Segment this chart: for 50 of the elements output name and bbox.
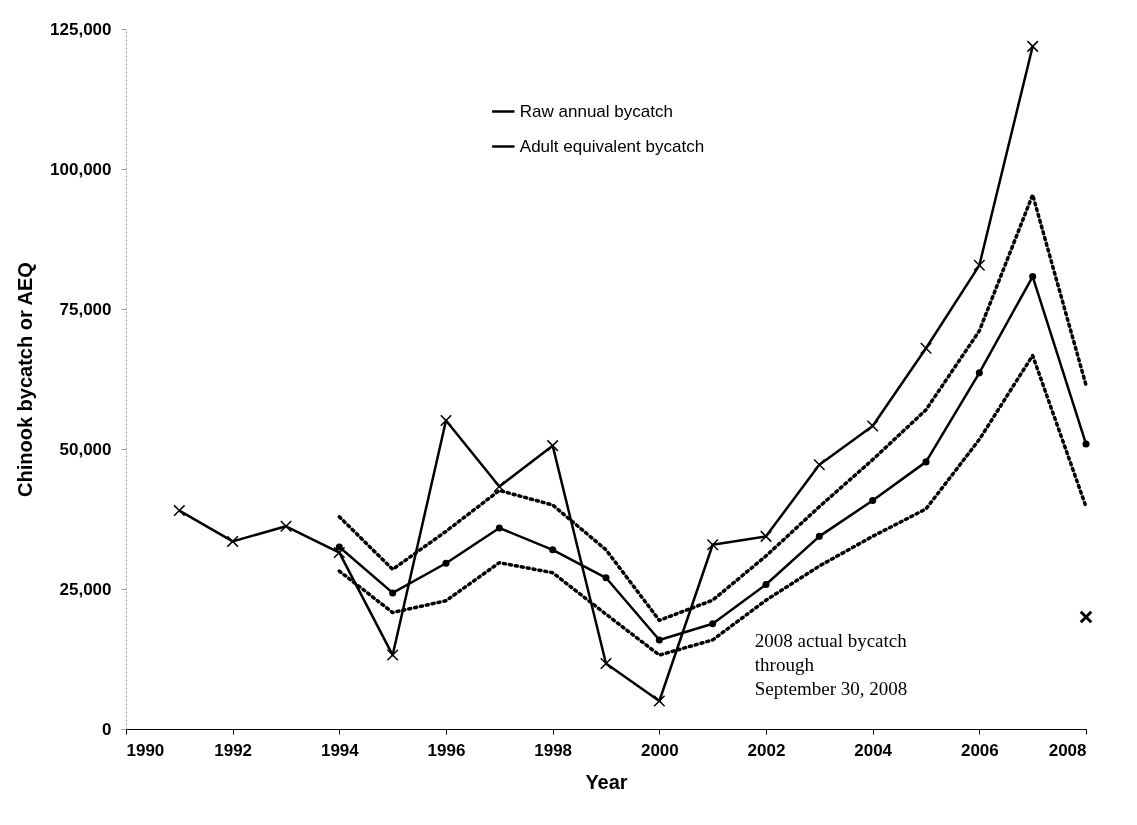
point — [975, 369, 983, 377]
x-tick-label: 2000 — [640, 740, 679, 760]
legend-label: Adult equivalent bycatch — [519, 136, 705, 156]
point — [920, 342, 932, 355]
point — [386, 649, 399, 662]
y-tick-label: 100,000 — [50, 159, 112, 179]
y-tick-label: 25,000 — [59, 579, 112, 599]
point — [335, 543, 343, 551]
point — [922, 458, 930, 466]
point — [600, 657, 612, 670]
point — [655, 636, 663, 644]
x-tick-label: 2006 — [960, 740, 999, 760]
point — [602, 574, 610, 582]
x-tick-label: 1998 — [534, 740, 573, 760]
x-tick-label: 1992 — [214, 740, 253, 760]
point — [1029, 272, 1037, 281]
point — [442, 559, 450, 567]
annotation: 2008 actual bycatch through September 30, 2008 — [754, 630, 908, 700]
point — [1082, 440, 1090, 448]
point — [973, 259, 986, 272]
y-tick-label: 125,000 — [50, 19, 112, 39]
y-axis-title: Chinook bycatch or AEQ — [14, 262, 37, 497]
point — [653, 695, 666, 707]
y-tick-label: 50,000 — [59, 439, 112, 459]
point — [173, 504, 186, 517]
point — [280, 520, 292, 533]
y-tick-label: 0 — [102, 719, 112, 739]
point — [546, 439, 559, 452]
x-axis-title: Year — [585, 770, 628, 793]
x-tick-label: 2004 — [854, 740, 893, 760]
point — [440, 414, 452, 427]
point — [760, 530, 772, 543]
y-tick-label: 75,000 — [59, 299, 112, 319]
point — [1079, 610, 1093, 624]
x-tick-label: 2002 — [747, 740, 786, 760]
point — [709, 620, 717, 628]
point — [815, 532, 823, 540]
point — [1026, 40, 1039, 53]
x-tick-label: 2008 — [1048, 740, 1087, 760]
x-tick-label: 1994 — [320, 740, 360, 760]
point — [495, 524, 503, 532]
point — [226, 535, 239, 548]
point — [762, 580, 770, 589]
point — [706, 538, 719, 551]
point — [549, 546, 557, 554]
x-tick-label: 1990 — [126, 740, 165, 760]
point — [389, 589, 397, 597]
legend-label: Raw annual bycatch — [519, 101, 673, 121]
point — [869, 496, 877, 505]
x-tick-label: 1996 — [427, 740, 466, 760]
